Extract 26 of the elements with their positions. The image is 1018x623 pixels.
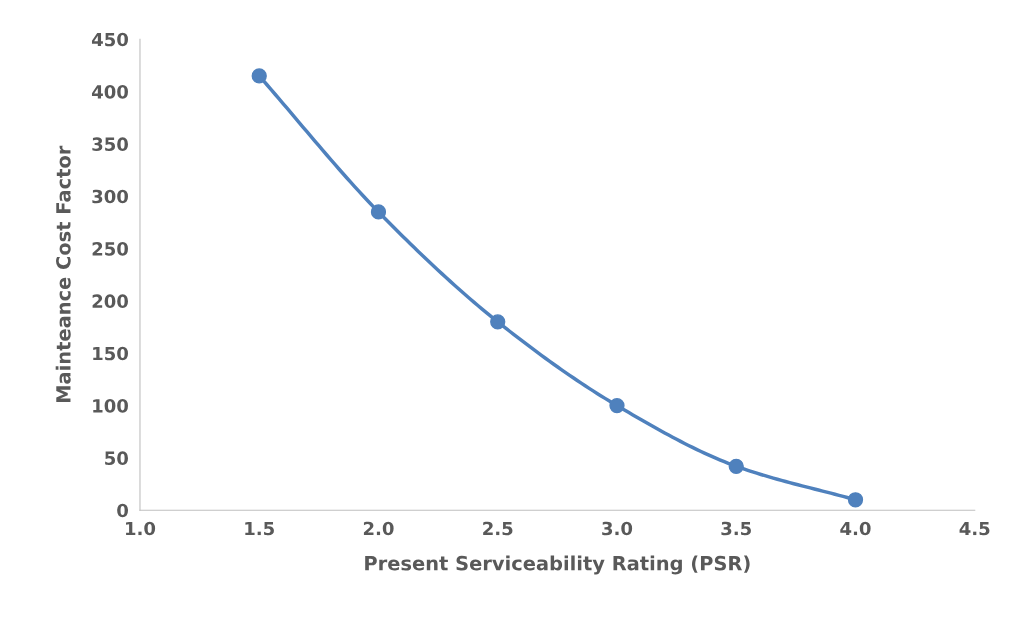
x-tick-label: 2.5 — [483, 521, 513, 536]
y-tick-label: 300 — [92, 189, 128, 204]
point — [728, 458, 744, 474]
x-tick-label: 3.0 — [602, 521, 633, 536]
y-tick-label: 450 — [91, 32, 128, 47]
y-tick-label: 250 — [92, 242, 128, 256]
y-tick-label: 50 — [105, 451, 128, 466]
point — [609, 397, 625, 414]
y-tick-label: 400 — [91, 85, 128, 99]
y-tick-label: 0 — [117, 503, 128, 518]
x-tick-label: 1.0 — [126, 521, 156, 536]
x-tick-label: 1.5 — [245, 521, 274, 536]
point — [490, 314, 506, 330]
x-tick-label: 2.0 — [363, 521, 394, 536]
point — [370, 204, 387, 220]
y-tick-label: 350 — [92, 137, 128, 152]
x-axis-title: Present Serviceability Rating (PSR) — [365, 555, 750, 575]
y-tick-label: 100 — [93, 399, 128, 413]
y-tick-label: 200 — [92, 294, 128, 309]
x-tick-label: 4.5 — [959, 521, 990, 536]
x-tick-label: 4.0 — [840, 521, 871, 536]
x-tick-label: 3.5 — [721, 521, 751, 536]
point — [847, 492, 864, 508]
y-tick-label: 150 — [93, 346, 128, 361]
point — [251, 68, 267, 84]
y-axis-title: Mainteance Cost Factor — [55, 145, 71, 403]
